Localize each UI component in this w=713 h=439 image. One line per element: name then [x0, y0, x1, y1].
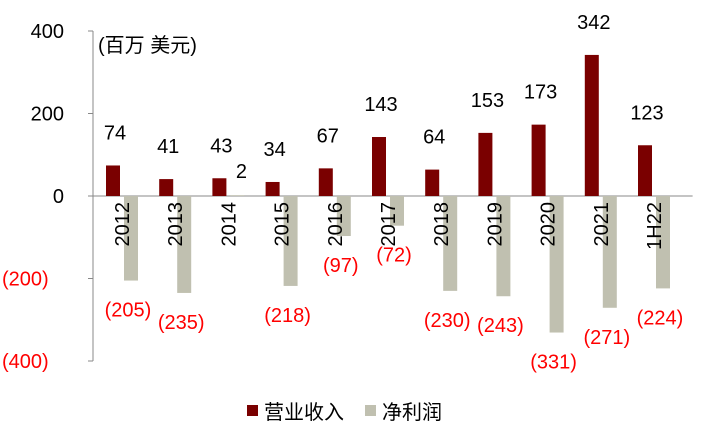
y-tick-label: 200 — [31, 104, 64, 126]
data-label-revenue: 67 — [317, 125, 339, 147]
bar-net-profit — [283, 196, 298, 286]
data-labels: 74 (205) 41 (235) 432 34 (218) 67 (97) 143 (72) 64 (… — [104, 12, 683, 374]
bar-net-profit — [177, 196, 192, 293]
category-label: 2021 — [591, 202, 613, 247]
data-label-net-profit: (230) — [424, 310, 471, 332]
bar-revenue — [372, 137, 386, 196]
bar-revenue — [318, 168, 333, 196]
bar-revenue — [265, 181, 280, 196]
y-tick-label: (400) — [2, 351, 49, 373]
data-label-net-profit: (97) — [323, 255, 359, 277]
category-label: 2018 — [431, 202, 453, 247]
category-label: 2017 — [378, 202, 400, 247]
category-label: 2013 — [165, 202, 187, 247]
data-label-net-profit: 2 — [236, 161, 247, 183]
bar-net-profit — [549, 196, 564, 333]
bar-net-profit — [390, 196, 404, 226]
y-tick-label: 0 — [53, 186, 64, 208]
bar-revenue — [159, 179, 174, 196]
bar-revenue — [531, 124, 546, 196]
y-tick-label: (200) — [2, 269, 49, 291]
data-label-net-profit: (205) — [105, 300, 152, 322]
bar-revenue — [638, 145, 652, 196]
bars — [106, 54, 670, 333]
data-label-net-profit: (235) — [158, 312, 205, 334]
bar-revenue — [584, 54, 599, 196]
data-label-net-profit: (72) — [376, 245, 412, 267]
data-label-revenue: 342 — [577, 12, 610, 34]
data-label-revenue: 143 — [364, 94, 397, 116]
legend-swatch-net-profit — [365, 405, 376, 416]
bar-net-profit — [496, 196, 511, 297]
data-label-revenue: 153 — [471, 90, 504, 112]
bar-net-profit — [656, 196, 670, 289]
bar-revenue — [106, 165, 120, 196]
category-label: 2016 — [325, 202, 347, 247]
unit-label: (百万 美元) — [98, 34, 197, 57]
data-label-revenue: 123 — [630, 102, 663, 124]
bar-net-profit — [230, 195, 245, 196]
legend-label-net-profit: 净利润 — [382, 401, 442, 424]
bar-net-profit — [443, 196, 458, 291]
data-label-revenue: 173 — [524, 82, 557, 104]
data-label-revenue: 34 — [263, 139, 285, 161]
data-label-net-profit: (271) — [583, 327, 630, 349]
data-label-revenue: 64 — [423, 127, 445, 149]
data-label-revenue: 43 — [210, 135, 232, 157]
bar-revenue — [212, 178, 227, 196]
bar-net-profit — [336, 196, 351, 237]
bar-net-profit — [602, 196, 617, 308]
data-label-revenue: 41 — [157, 136, 179, 158]
category-label: 2014 — [218, 202, 240, 247]
data-label-net-profit: (243) — [477, 315, 524, 337]
data-label-net-profit: (331) — [530, 352, 577, 374]
category-labels: 2012 2013 2014 2015 2016 2017 2018 2019 2020 2021… — [112, 202, 666, 250]
data-label-net-profit: (224) — [637, 307, 684, 329]
data-label-revenue: 74 — [104, 122, 126, 144]
category-label: 2020 — [538, 202, 560, 247]
category-label: 2015 — [272, 202, 294, 247]
category-label: 2012 — [112, 202, 134, 247]
category-label: 1H22 — [644, 202, 666, 250]
legend-label-revenue: 营业收入 — [264, 401, 344, 424]
bar-net-profit — [124, 196, 138, 281]
y-tick-label: 400 — [31, 21, 64, 43]
legend: 营业收入 净利润 — [247, 401, 442, 424]
data-label-net-profit: (218) — [264, 305, 311, 327]
category-label: 2019 — [484, 202, 506, 247]
legend-swatch-revenue — [247, 405, 258, 416]
bar-revenue — [425, 169, 440, 196]
bar-revenue — [478, 132, 493, 196]
